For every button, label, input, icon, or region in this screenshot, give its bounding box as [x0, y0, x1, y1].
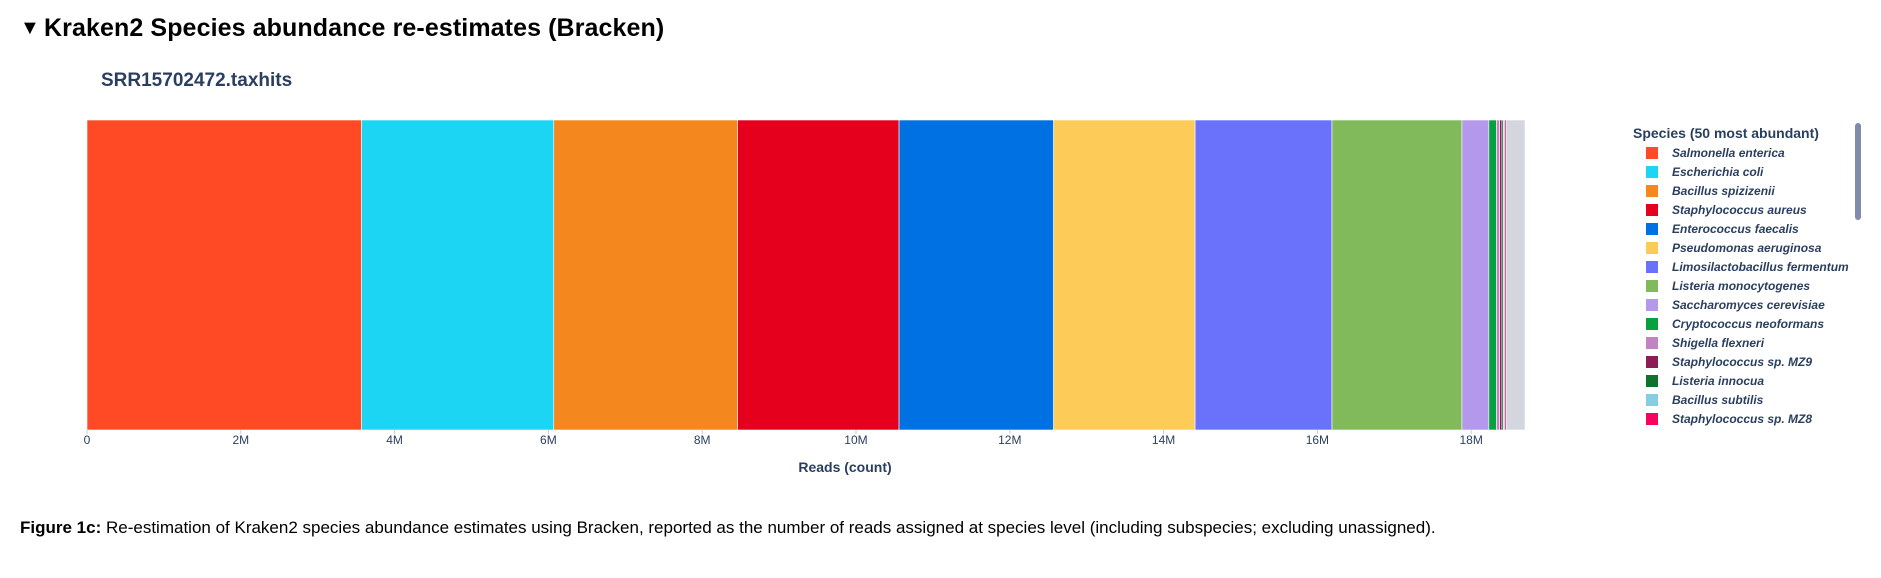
x-tick-label: 8M	[694, 433, 711, 447]
legend-swatch	[1646, 203, 1658, 216]
legend-item[interactable]: Staphylococcus sp. MZ9	[1633, 352, 1858, 371]
stacked-bar-chart: 0 2M 4M 6M 8M 10M 12M 14M 16M 18M Reads (count)	[84, 119, 1526, 475]
legend-swatch	[1646, 355, 1658, 368]
legend-item[interactable]: Listeria innocua	[1633, 371, 1858, 390]
bar-segment-9[interactable]	[1461, 119, 1490, 431]
legend-item[interactable]: Bacillus subtilis	[1633, 390, 1858, 409]
legend-item[interactable]: Salmonella enterica	[1633, 143, 1858, 162]
legend-label: Staphylococcus sp. MZ8	[1672, 411, 1813, 426]
legend-swatch	[1646, 241, 1658, 254]
legend-label: Cryptococcus neoformans	[1672, 316, 1825, 331]
x-tick-label: 2M	[232, 433, 249, 447]
x-axis-title: Reads (count)	[798, 459, 891, 475]
chart-title: SRR15702472.taxhits	[101, 70, 293, 91]
legend-label: Listeria monocytogenes	[1672, 278, 1811, 293]
bar-segment-16[interactable]	[1506, 119, 1526, 431]
legend-item[interactable]: Staphylococcus sp. MZ8	[1633, 409, 1858, 428]
x-tick-label: 16M	[1306, 433, 1329, 447]
legend-label: Shigella flexneri	[1672, 335, 1765, 350]
legend-swatch	[1646, 184, 1658, 197]
x-tick-label: 12M	[998, 433, 1021, 447]
bar-segment-7[interactable]	[1194, 119, 1333, 431]
legend-label: Bacillus subtilis	[1672, 392, 1764, 407]
legend: Species (50 most abundant) Salmonella en…	[1633, 123, 1858, 433]
legend-item[interactable]: Limosilactobacillus fermentum	[1633, 257, 1858, 276]
bar-segment-3[interactable]	[553, 119, 738, 431]
legend-swatch	[1646, 374, 1658, 387]
legend-swatch	[1646, 336, 1658, 349]
bar-segment-5[interactable]	[898, 119, 1054, 431]
bar-segment-8[interactable]	[1331, 119, 1463, 431]
figure-caption: Figure 1c: Re-estimation of Kraken2 spec…	[20, 518, 1436, 538]
legend-label: Listeria innocua	[1672, 373, 1765, 388]
bar-segment-10[interactable]	[1488, 119, 1497, 431]
legend-list: Salmonella enterica Escherichia coli Bacil…	[1633, 143, 1858, 428]
x-tick-label: 10M	[844, 433, 867, 447]
legend-swatch	[1646, 146, 1658, 159]
legend-item[interactable]: Bacillus spizizenii	[1633, 181, 1858, 200]
legend-item[interactable]: Staphylococcus aureus	[1633, 200, 1858, 219]
x-axis: 0 2M 4M 6M 8M 10M 12M 14M 16M 18M	[84, 430, 1483, 447]
legend-item[interactable]: Cryptococcus neoformans	[1633, 314, 1858, 333]
x-tick-label: 6M	[540, 433, 557, 447]
legend-swatch	[1646, 412, 1658, 425]
bar-segment-2[interactable]	[361, 119, 555, 431]
caption-label: Figure 1c:	[20, 518, 102, 537]
legend-label: Staphylococcus sp. MZ9	[1672, 354, 1813, 369]
legend-item[interactable]: Saccharomyces cerevisiae	[1633, 295, 1858, 314]
chart-bars	[86, 119, 1526, 431]
legend-swatch	[1646, 298, 1658, 311]
bar-segment-6[interactable]	[1053, 119, 1196, 431]
x-tick-label: 14M	[1152, 433, 1175, 447]
legend-swatch	[1646, 222, 1658, 235]
legend-label: Saccharomyces cerevisiae	[1672, 297, 1825, 312]
legend-item[interactable]: Pseudomonas aeruginosa	[1633, 238, 1858, 257]
legend-label: Bacillus spizizenii	[1672, 183, 1775, 198]
legend-swatch	[1646, 393, 1658, 406]
legend-swatch	[1646, 279, 1658, 292]
bar-segment-11[interactable]	[1496, 119, 1500, 431]
legend-item[interactable]: Shigella flexneri	[1633, 333, 1858, 352]
x-tick-label: 18M	[1459, 433, 1482, 447]
legend-swatch	[1646, 165, 1658, 178]
bar-segment-4[interactable]	[737, 119, 900, 431]
x-tick-label: 4M	[386, 433, 403, 447]
legend-swatch	[1646, 260, 1658, 273]
section-header[interactable]: ▼ Kraken2 Species abundance re-estimates…	[20, 8, 664, 48]
legend-label: Escherichia coli	[1672, 164, 1764, 179]
legend-swatch	[1646, 317, 1658, 330]
legend-label: Pseudomonas aeruginosa	[1672, 240, 1822, 255]
bar-segment-12[interactable]	[1499, 119, 1503, 431]
legend-label: Limosilactobacillus fermentum	[1672, 259, 1849, 274]
legend-scrollbar[interactable]	[1855, 123, 1861, 220]
legend-item[interactable]: Escherichia coli	[1633, 162, 1858, 181]
legend-title: Species (50 most abundant)	[1633, 125, 1819, 141]
section-title: Kraken2 Species abundance re-estimates (…	[44, 13, 665, 42]
bar-segment-1[interactable]	[86, 119, 362, 431]
legend-label: Staphylococcus aureus	[1672, 202, 1807, 217]
legend-label: Salmonella enterica	[1672, 145, 1785, 160]
caption-text: Re-estimation of Kraken2 species abundan…	[105, 518, 1436, 537]
legend-item[interactable]: Listeria monocytogenes	[1633, 276, 1858, 295]
x-tick-label: 0	[84, 433, 91, 447]
legend-label: Enterococcus faecalis	[1672, 221, 1799, 236]
legend-item[interactable]: Enterococcus faecalis	[1633, 219, 1858, 238]
